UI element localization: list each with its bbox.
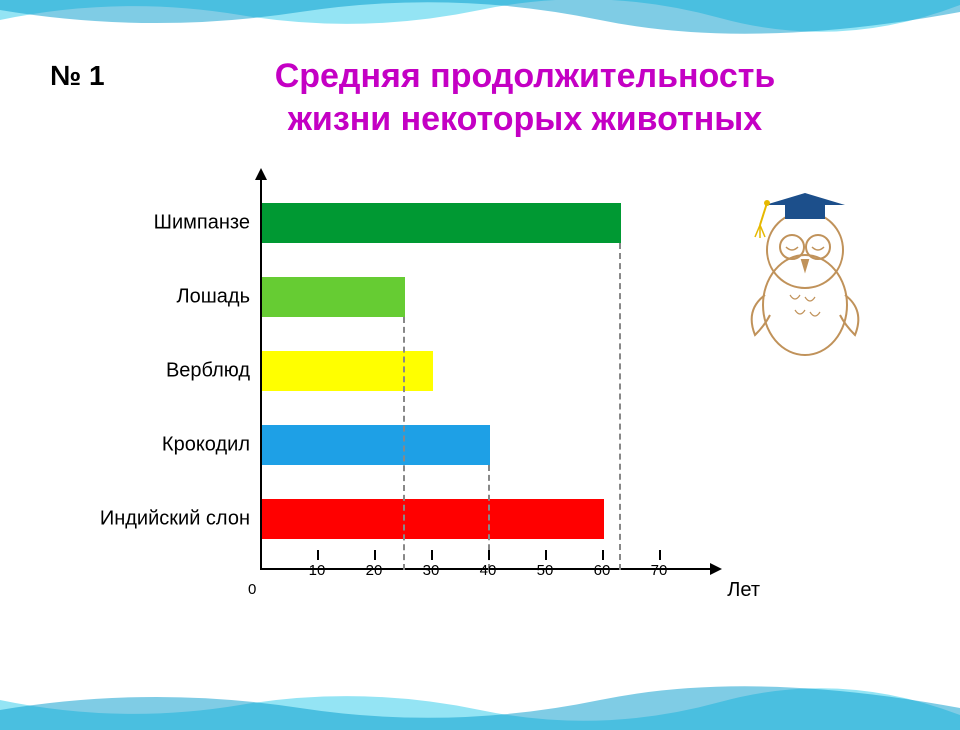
bar <box>262 425 490 465</box>
x-tick <box>317 550 319 560</box>
owl-illustration <box>720 175 890 375</box>
title-line-2: жизни некоторых животных <box>288 100 762 138</box>
bars-container: Шимпанзе Лошадь Верблюд Крокодил Индийский с… <box>262 195 700 568</box>
x-tick-label: 50 <box>537 562 554 579</box>
slide-number: № 1 <box>50 60 105 92</box>
bar-row: Индийский слон <box>262 491 700 547</box>
zero-label: 0 <box>248 581 256 598</box>
bar <box>262 203 621 243</box>
x-tick <box>431 550 433 560</box>
x-tick <box>374 550 376 560</box>
x-axis-title: Лет <box>727 579 760 602</box>
bar <box>262 499 604 539</box>
wave-top <box>0 0 960 50</box>
x-tick-label: 20 <box>366 562 383 579</box>
x-tick-label: 10 <box>309 562 326 579</box>
bar <box>262 277 405 317</box>
x-tick-label: 30 <box>423 562 440 579</box>
x-tick <box>602 550 604 560</box>
dash-line <box>403 317 405 570</box>
x-tick <box>659 550 661 560</box>
bar-label: Индийский слон <box>100 508 250 531</box>
bar-label: Крокодил <box>162 434 250 457</box>
chart: Шимпанзе Лошадь Верблюд Крокодил Индийский с… <box>60 170 700 610</box>
bar-row: Шимпанзе <box>262 195 700 251</box>
chart-title: Средняя продолжительность жизни некоторы… <box>150 55 900 140</box>
x-tick-label: 60 <box>594 562 611 579</box>
title-line-1: Средняя продолжительность <box>275 57 776 95</box>
x-tick-label: 70 <box>651 562 668 579</box>
bar-label: Лошадь <box>176 286 250 309</box>
bar-row: Крокодил <box>262 417 700 473</box>
x-tick <box>488 550 490 560</box>
x-ticks: 10 20 30 40 50 60 70 <box>260 550 700 580</box>
bar-row: Верблюд <box>262 343 700 399</box>
bar-row: Лошадь <box>262 269 700 325</box>
bar-label: Шимпанзе <box>154 212 250 235</box>
bar <box>262 351 433 391</box>
bar-label: Верблюд <box>166 360 250 383</box>
dash-line <box>619 243 621 570</box>
x-tick-label: 40 <box>480 562 497 579</box>
wave-bottom <box>0 670 960 730</box>
x-tick <box>545 550 547 560</box>
